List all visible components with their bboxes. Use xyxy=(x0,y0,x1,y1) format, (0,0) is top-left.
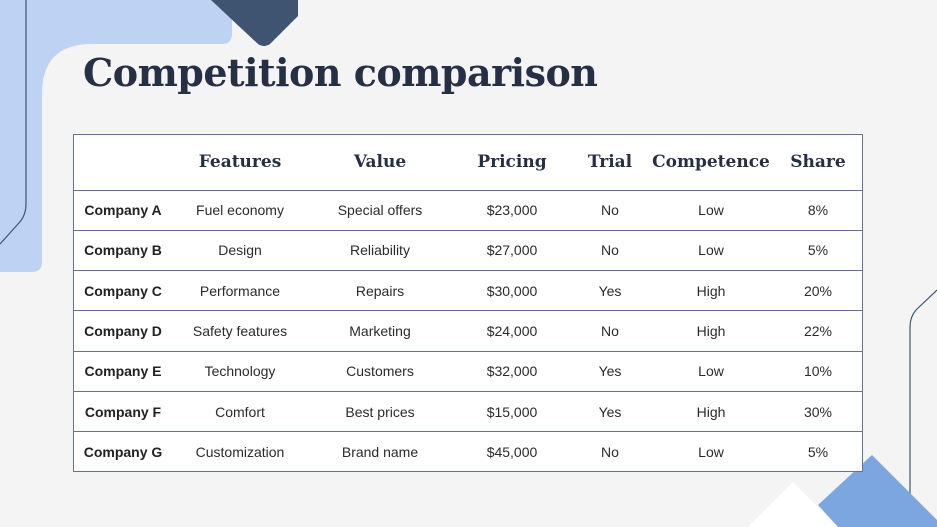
header-competence: Competence xyxy=(652,152,770,173)
company-name: Company B xyxy=(74,229,172,271)
trial-cell: No xyxy=(572,310,648,352)
trial-cell: No xyxy=(572,189,648,231)
left-outline-curve xyxy=(0,0,27,245)
features-cell: Technology xyxy=(172,350,308,392)
bottom-right-blue-shape xyxy=(818,455,937,527)
value-cell: Repairs xyxy=(308,270,452,311)
top-left-blue-shape xyxy=(0,0,232,272)
header-pricing: Pricing xyxy=(477,152,547,173)
value-cell: Special offers xyxy=(308,189,452,231)
pricing-cell: $27,000 xyxy=(452,229,572,271)
company-name: Company E xyxy=(74,350,172,392)
trial-cell: Yes xyxy=(572,350,648,392)
comparison-table: Features Value Pricing Trial Competence … xyxy=(73,134,863,473)
company-name: Company A xyxy=(74,189,172,231)
competence-cell: Low xyxy=(648,189,774,231)
features-cell: Customization xyxy=(172,431,308,473)
share-cell: 20% xyxy=(774,270,862,311)
trial-cell: Yes xyxy=(572,270,648,311)
competence-cell: Low xyxy=(648,431,774,473)
table-row: Company A Fuel economy Special offers $2… xyxy=(74,189,862,231)
dark-chevron-shape xyxy=(211,0,298,46)
table-row: Company C Performance Repairs $30,000 Ye… xyxy=(74,270,862,311)
value-cell: Customers xyxy=(308,350,452,392)
right-outline-curve xyxy=(909,289,937,527)
share-cell: 10% xyxy=(774,350,862,392)
value-cell: Best prices xyxy=(308,390,452,432)
table-row: Company F Comfort Best prices $15,000 Ye… xyxy=(74,390,862,432)
share-cell: 30% xyxy=(774,390,862,432)
pricing-cell: $32,000 xyxy=(452,350,572,392)
header-blank xyxy=(74,135,172,190)
competence-cell: High xyxy=(648,310,774,352)
features-cell: Performance xyxy=(172,270,308,311)
pricing-cell: $45,000 xyxy=(452,431,572,473)
pricing-cell: $30,000 xyxy=(452,270,572,311)
table-row: Company E Technology Customers $32,000 Y… xyxy=(74,350,862,392)
comparison-table-grid: Features Value Pricing Trial Competence … xyxy=(74,135,862,473)
features-cell: Safety features xyxy=(172,310,308,352)
header-trial: Trial xyxy=(587,152,633,173)
header-features: Features xyxy=(198,152,282,173)
pricing-cell: $15,000 xyxy=(452,390,572,432)
pricing-cell: $24,000 xyxy=(452,310,572,352)
value-cell: Marketing xyxy=(308,310,452,352)
company-name: Company C xyxy=(74,270,172,311)
pricing-cell: $23,000 xyxy=(452,189,572,231)
share-cell: 22% xyxy=(774,310,862,352)
share-cell: 5% xyxy=(774,229,862,271)
header-share: Share xyxy=(790,152,846,173)
share-cell: 8% xyxy=(774,189,862,231)
company-name: Company D xyxy=(74,310,172,352)
slide-title: Competition comparison xyxy=(83,50,598,95)
features-cell: Comfort xyxy=(172,390,308,432)
bottom-right-white-triangle xyxy=(748,482,838,527)
competence-cell: High xyxy=(648,390,774,432)
value-cell: Reliability xyxy=(308,229,452,271)
competence-cell: Low xyxy=(648,229,774,271)
value-cell: Brand name xyxy=(308,431,452,473)
features-cell: Design xyxy=(172,229,308,271)
trial-cell: Yes xyxy=(572,390,648,432)
features-cell: Fuel economy xyxy=(172,189,308,231)
trial-cell: No xyxy=(572,431,648,473)
competence-cell: High xyxy=(648,270,774,311)
table-row: Company G Customization Brand name $45,0… xyxy=(74,431,862,473)
company-name: Company F xyxy=(74,390,172,432)
table-row: Company D Safety features Marketing $24,… xyxy=(74,310,862,352)
competence-cell: Low xyxy=(648,350,774,392)
share-cell: 5% xyxy=(774,431,862,473)
trial-cell: No xyxy=(572,229,648,271)
table-row: Company B Design Reliability $27,000 No … xyxy=(74,229,862,271)
company-name: Company G xyxy=(74,431,172,473)
table-header-row: Features Value Pricing Trial Competence … xyxy=(74,135,862,190)
header-value: Value xyxy=(353,152,407,173)
